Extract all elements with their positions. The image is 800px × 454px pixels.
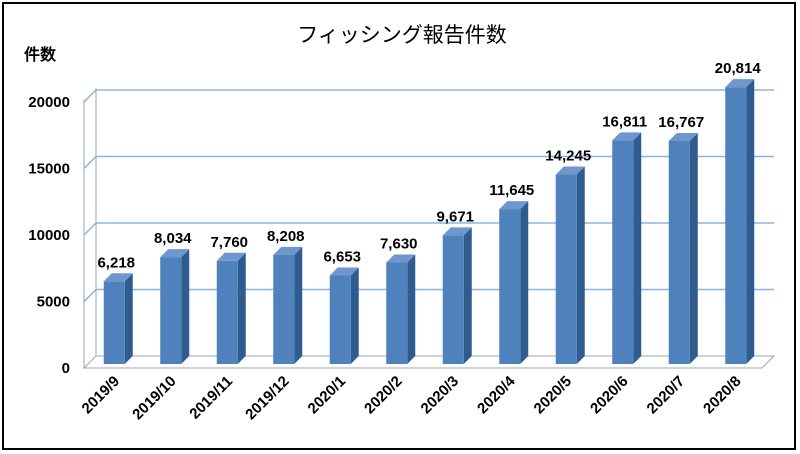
bar-chart: フィッシング報告件数 件数 6,218 8,034 7,760 8,208 6,653 7… [24, 23, 776, 423]
bar-side [407, 254, 416, 364]
bar-top [386, 254, 416, 263]
bar [668, 132, 698, 364]
bar-top [329, 267, 359, 276]
axes [82, 88, 776, 369]
bar-front [386, 262, 408, 364]
bar-side [463, 227, 472, 364]
bar-top [555, 166, 585, 175]
data-label: 7,630 [380, 236, 418, 253]
data-label: 8,208 [267, 228, 305, 245]
gridline-diagonal [83, 222, 97, 236]
bar-top [612, 132, 642, 141]
bar-front [555, 174, 577, 364]
y-axis-label: 件数 [24, 45, 57, 64]
data-label: 9,671 [436, 208, 474, 225]
data-label: 8,034 [154, 230, 192, 247]
y-tick-label: 20000 [28, 94, 70, 111]
chart-floor [82, 355, 776, 369]
bar-front [103, 281, 125, 364]
data-label: 16,767 [658, 114, 704, 131]
y-tick-label: 10000 [28, 227, 70, 244]
bar-top [442, 227, 472, 236]
data-label: 16,811 [602, 113, 647, 130]
bar-top [103, 273, 133, 282]
bar-side [576, 166, 585, 364]
gridline-diagonal [83, 155, 97, 170]
data-label: 6,653 [323, 249, 361, 266]
x-tick-label: 2020/5 [531, 373, 575, 417]
bar-front [725, 87, 747, 364]
bar-top [668, 132, 698, 141]
bar [499, 201, 529, 364]
y-tick-label: 15000 [28, 161, 70, 178]
bar-side [689, 132, 698, 364]
bar-top [725, 79, 755, 88]
chart-frame: フィッシング報告件数 件数 6,218 8,034 7,760 8,208 6,653 7… [2, 2, 796, 450]
bar-front [160, 257, 182, 364]
x-tick-label: 2019/11 [186, 373, 236, 423]
data-label: 6,218 [97, 254, 135, 271]
bar [103, 273, 133, 364]
bar-side [237, 252, 246, 364]
bar-top [499, 201, 529, 210]
gridline-diagonal [83, 288, 97, 303]
bar-front [442, 235, 464, 364]
bar-front [329, 275, 351, 364]
bar [725, 79, 755, 364]
x-tick-label: 2020/4 [474, 372, 519, 417]
data-label: 20,814 [715, 60, 762, 77]
data-label: 14,245 [545, 148, 591, 165]
bar-side [294, 246, 303, 364]
x-tick-label: 2020/6 [587, 373, 631, 417]
x-tick-label: 2019/9 [79, 373, 123, 417]
bar-front [499, 209, 521, 364]
data-label: 11,645 [489, 182, 534, 199]
data-labels: 6,218 8,034 7,760 8,208 6,653 7,630 9,671 11,64… [97, 60, 761, 271]
bar-front [216, 260, 238, 364]
bar-front [273, 254, 295, 364]
bar-top [273, 246, 303, 255]
y-tick-label: 5000 [37, 294, 70, 311]
bar-side [746, 79, 755, 364]
bar [612, 132, 642, 364]
x-tick-label: 2019/12 [242, 373, 292, 423]
bar-side [633, 132, 642, 364]
bar-side [124, 273, 133, 364]
bar-top [160, 249, 190, 258]
bar-side [350, 267, 359, 364]
bar [160, 249, 190, 364]
bar [273, 246, 303, 364]
gridlines [83, 89, 774, 303]
x-tick-label: 2019/10 [129, 373, 179, 423]
bar [555, 166, 585, 364]
bar-front [668, 140, 690, 364]
x-tick-label: 2020/7 [644, 373, 688, 417]
bar-side [181, 249, 190, 364]
bar-front [612, 140, 634, 364]
bar-top [216, 252, 246, 261]
x-tick-label: 2020/2 [361, 373, 405, 417]
bar [329, 267, 359, 364]
gridline-diagonal [83, 89, 97, 103]
bar [216, 252, 246, 364]
y-tick-label: 0 [62, 360, 70, 377]
chart-title: フィッシング報告件数 [297, 23, 507, 47]
y-tick-labels: 0 5000 10000 15000 20000 [28, 94, 70, 377]
bars [103, 79, 755, 364]
x-tick-label: 2020/8 [700, 373, 744, 417]
bar-side [520, 201, 529, 364]
x-tick-label: 2020/3 [418, 373, 462, 417]
x-tick-labels: 2019/9 2019/10 2019/11 2019/12 2020/1 2020/2 2… [79, 372, 745, 423]
x-tick-label: 2020/1 [305, 373, 349, 417]
data-label: 7,760 [210, 234, 248, 251]
bar [386, 254, 416, 364]
bar [442, 227, 472, 364]
